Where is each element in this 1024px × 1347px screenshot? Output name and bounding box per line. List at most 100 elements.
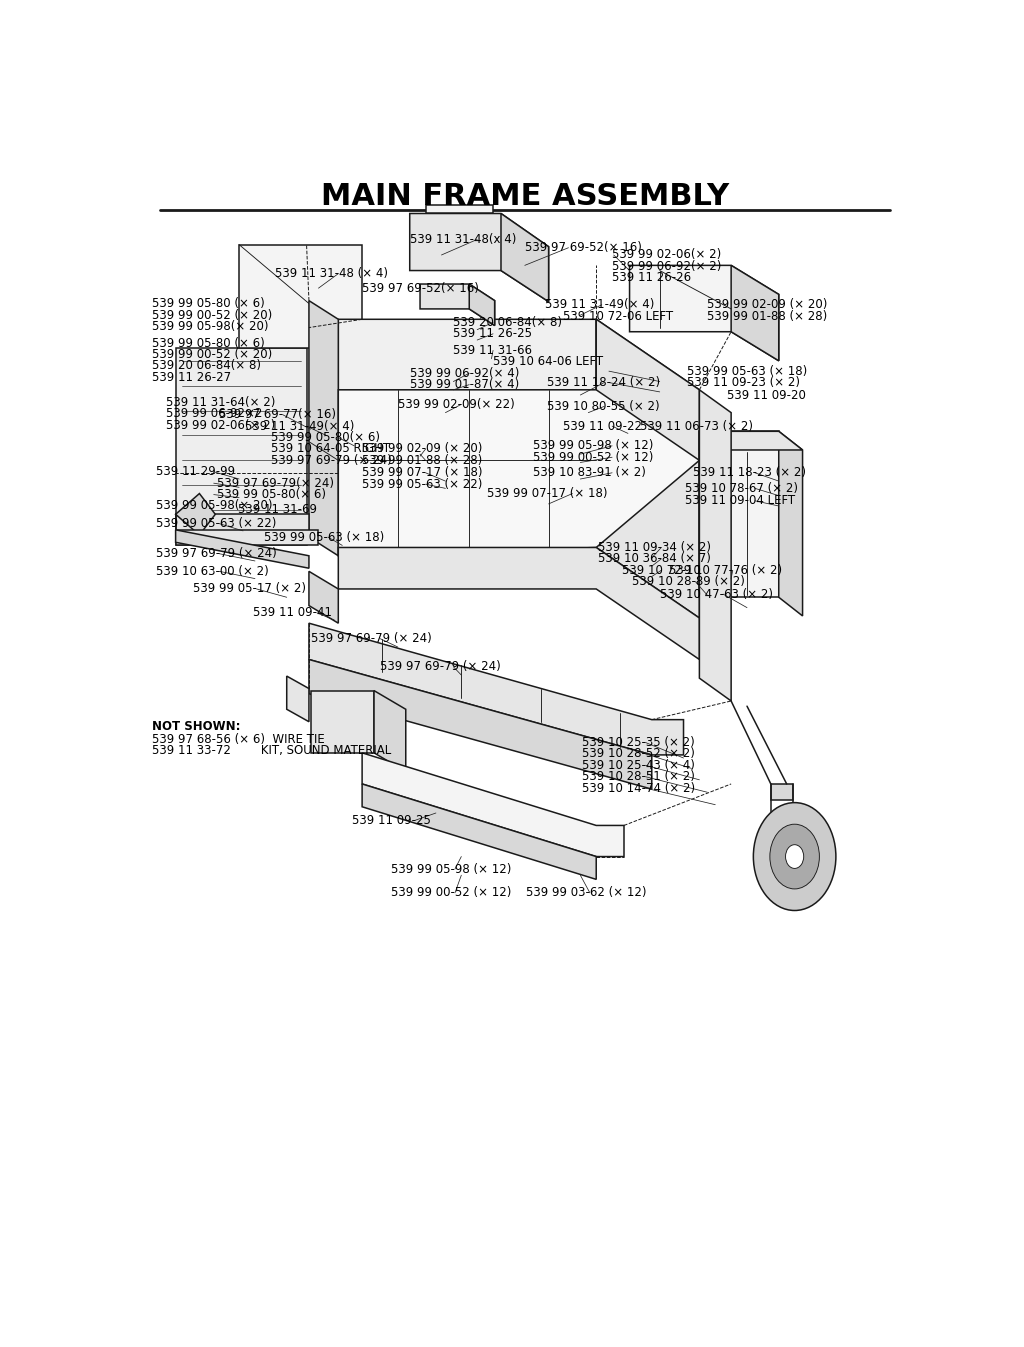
- Polygon shape: [176, 515, 309, 537]
- Text: 539 99 05-98(× 20): 539 99 05-98(× 20): [156, 500, 272, 512]
- Text: 539 11 18-24 (× 2): 539 11 18-24 (× 2): [547, 376, 660, 389]
- Text: 539 11 09-04 LEFT: 539 11 09-04 LEFT: [685, 494, 796, 508]
- Polygon shape: [309, 571, 338, 624]
- Text: 539 10 25-43 (× 4): 539 10 25-43 (× 4): [582, 758, 695, 772]
- Text: 539 10 47-63 (× 2): 539 10 47-63 (× 2): [659, 587, 773, 601]
- Text: 539 99 05-80(× 6): 539 99 05-80(× 6): [217, 488, 326, 501]
- Text: 539 99 05-63 (× 22): 539 99 05-63 (× 22): [362, 478, 482, 490]
- Text: 539 11 26-27: 539 11 26-27: [152, 370, 231, 384]
- Text: MAIN FRAME ASSEMBLY: MAIN FRAME ASSEMBLY: [321, 182, 729, 211]
- Text: 539 11 09-34 (× 2): 539 11 09-34 (× 2): [598, 541, 711, 554]
- Polygon shape: [469, 284, 495, 326]
- Text: 539 99 01-88 (× 28): 539 99 01-88 (× 28): [362, 454, 482, 467]
- Text: 539 99 05-98(× 20): 539 99 05-98(× 20): [152, 321, 268, 333]
- Polygon shape: [501, 214, 549, 302]
- Polygon shape: [338, 547, 699, 660]
- Polygon shape: [699, 431, 778, 597]
- Text: 539 99 05-98 (× 12): 539 99 05-98 (× 12): [532, 439, 653, 453]
- Text: 539 99 06-92(× 2): 539 99 06-92(× 2): [612, 260, 722, 273]
- Polygon shape: [176, 529, 318, 546]
- Text: 539 99 00-52 (× 20): 539 99 00-52 (× 20): [152, 348, 272, 361]
- Polygon shape: [338, 389, 699, 556]
- Circle shape: [754, 803, 836, 911]
- Text: 539 99 06-92×2: 539 99 06-92×2: [166, 407, 262, 420]
- Text: 539 97 69-79(× 24): 539 97 69-79(× 24): [217, 477, 334, 490]
- Text: 539 10 83-91 (× 2): 539 10 83-91 (× 2): [532, 466, 645, 480]
- Text: NOT SHOWN:: NOT SHOWN:: [152, 721, 241, 733]
- Text: 539 97 69-79 (× 24): 539 97 69-79 (× 24): [156, 547, 276, 560]
- Polygon shape: [338, 319, 699, 389]
- Text: 539 10 77-76 (× 2): 539 10 77-76 (× 2): [670, 564, 782, 577]
- Text: 539 11 18-23 (× 2): 539 11 18-23 (× 2): [693, 466, 806, 480]
- Text: 539 11 09-41: 539 11 09-41: [253, 606, 333, 620]
- Text: 539 10 78-67 (× 2): 539 10 78-67 (× 2): [685, 482, 798, 494]
- Text: 539 99 05-17 (× 2): 539 99 05-17 (× 2): [194, 582, 306, 595]
- Text: 539 99 02-06(× 2): 539 99 02-06(× 2): [166, 419, 275, 431]
- Text: 539 99 01-88 (× 28): 539 99 01-88 (× 28): [708, 310, 827, 323]
- Circle shape: [770, 824, 819, 889]
- Text: 539 97 69-79 (× 24): 539 97 69-79 (× 24): [380, 660, 501, 674]
- Text: 539 10 64-05 RIGHT: 539 10 64-05 RIGHT: [270, 442, 390, 455]
- Text: 539 11 09-23 (× 2): 539 11 09-23 (× 2): [687, 376, 801, 389]
- Text: 539 10 64-06 LEFT: 539 10 64-06 LEFT: [494, 356, 603, 368]
- Polygon shape: [374, 691, 406, 772]
- Text: 539 99 02-09 (× 20): 539 99 02-09 (× 20): [708, 298, 827, 311]
- Text: 539 97 69-77(× 16): 539 97 69-77(× 16): [219, 408, 336, 422]
- Text: 539 97 69-52(× 16): 539 97 69-52(× 16): [362, 282, 479, 295]
- Text: 539 99 07-17 (× 18): 539 99 07-17 (× 18): [362, 466, 482, 480]
- Circle shape: [785, 845, 804, 869]
- Text: 539 99 05-63 (× 18): 539 99 05-63 (× 18): [264, 531, 385, 544]
- Text: 539 99 00-52 (× 12): 539 99 00-52 (× 12): [391, 886, 512, 900]
- Text: 539 11 31-48(x 4): 539 11 31-48(x 4): [410, 233, 516, 247]
- Polygon shape: [778, 431, 803, 616]
- Polygon shape: [309, 300, 338, 556]
- Polygon shape: [362, 753, 624, 857]
- Polygon shape: [699, 431, 803, 450]
- Polygon shape: [176, 529, 309, 568]
- Text: 539 11 09-25: 539 11 09-25: [352, 814, 431, 827]
- Polygon shape: [771, 784, 793, 800]
- Text: 539 11 31-64(× 2): 539 11 31-64(× 2): [166, 396, 275, 408]
- Text: 539 10 80-55 (× 2): 539 10 80-55 (× 2): [547, 400, 659, 414]
- Text: 539 11 31-69: 539 11 31-69: [238, 502, 316, 516]
- Text: 539 11 33-72        KIT, SOUND MATERIAL: 539 11 33-72 KIT, SOUND MATERIAL: [152, 745, 391, 757]
- Text: 539 99 05-63 (× 18): 539 99 05-63 (× 18): [687, 365, 808, 377]
- Text: 539 99 03-62 (× 12): 539 99 03-62 (× 12): [526, 886, 647, 900]
- Text: 539 99 00-52 (× 12): 539 99 00-52 (× 12): [532, 451, 653, 463]
- Text: 539 10 72-10: 539 10 72-10: [622, 564, 700, 577]
- Text: 539 10 36-84 (× 7): 539 10 36-84 (× 7): [598, 552, 711, 566]
- Text: 539 10 25-35 (× 2): 539 10 25-35 (× 2): [582, 735, 694, 749]
- Text: 539 20 06-84(× 8): 539 20 06-84(× 8): [454, 317, 562, 329]
- Text: 539 97 68-56 (× 6)  WIRE TIE: 539 97 68-56 (× 6) WIRE TIE: [152, 733, 325, 746]
- Polygon shape: [731, 265, 778, 361]
- Text: 539 11 26-26: 539 11 26-26: [612, 271, 691, 284]
- Text: 539 10 28-51 (× 2): 539 10 28-51 (× 2): [582, 770, 695, 783]
- Polygon shape: [240, 245, 362, 349]
- Text: 539 11 31-49(× 4): 539 11 31-49(× 4): [545, 298, 654, 311]
- Polygon shape: [176, 349, 306, 546]
- Polygon shape: [287, 676, 309, 722]
- Text: 539 20 06-84(× 8): 539 20 06-84(× 8): [152, 360, 261, 373]
- Text: 539 99 05-63 (× 22): 539 99 05-63 (× 22): [156, 517, 276, 531]
- Text: 539 97 69-52(× 16): 539 97 69-52(× 16): [524, 241, 642, 255]
- Text: 539 10 63-00 (× 2): 539 10 63-00 (× 2): [156, 564, 268, 578]
- Text: 539 97 69-79 (× 24): 539 97 69-79 (× 24): [270, 454, 391, 467]
- Text: 539 11 31-49(× 4): 539 11 31-49(× 4): [246, 420, 355, 432]
- Text: 539 10 14-74 (× 2): 539 10 14-74 (× 2): [582, 781, 695, 795]
- Text: 539 99 05-98 (× 12): 539 99 05-98 (× 12): [391, 862, 512, 876]
- Text: 539 99 05-80(× 6): 539 99 05-80(× 6): [270, 431, 380, 445]
- Text: 539 11 09-20: 539 11 09-20: [727, 388, 806, 401]
- Polygon shape: [309, 624, 684, 754]
- Text: 539 99 06-92(× 4): 539 99 06-92(× 4): [410, 366, 519, 380]
- Text: 539 10 28-52 (× 2): 539 10 28-52 (× 2): [582, 748, 695, 760]
- Polygon shape: [176, 493, 215, 535]
- Text: 539 99 07-17 (× 18): 539 99 07-17 (× 18): [486, 488, 607, 500]
- Polygon shape: [410, 214, 549, 302]
- Polygon shape: [362, 784, 596, 880]
- Text: 539 11 29-99: 539 11 29-99: [156, 465, 234, 478]
- Polygon shape: [699, 389, 731, 700]
- Text: 539 11 26-25: 539 11 26-25: [454, 327, 532, 341]
- Text: 539 99 02-06(× 2): 539 99 02-06(× 2): [612, 248, 721, 261]
- Polygon shape: [596, 319, 699, 618]
- Text: 539 97 69-79 (× 24): 539 97 69-79 (× 24): [310, 632, 431, 645]
